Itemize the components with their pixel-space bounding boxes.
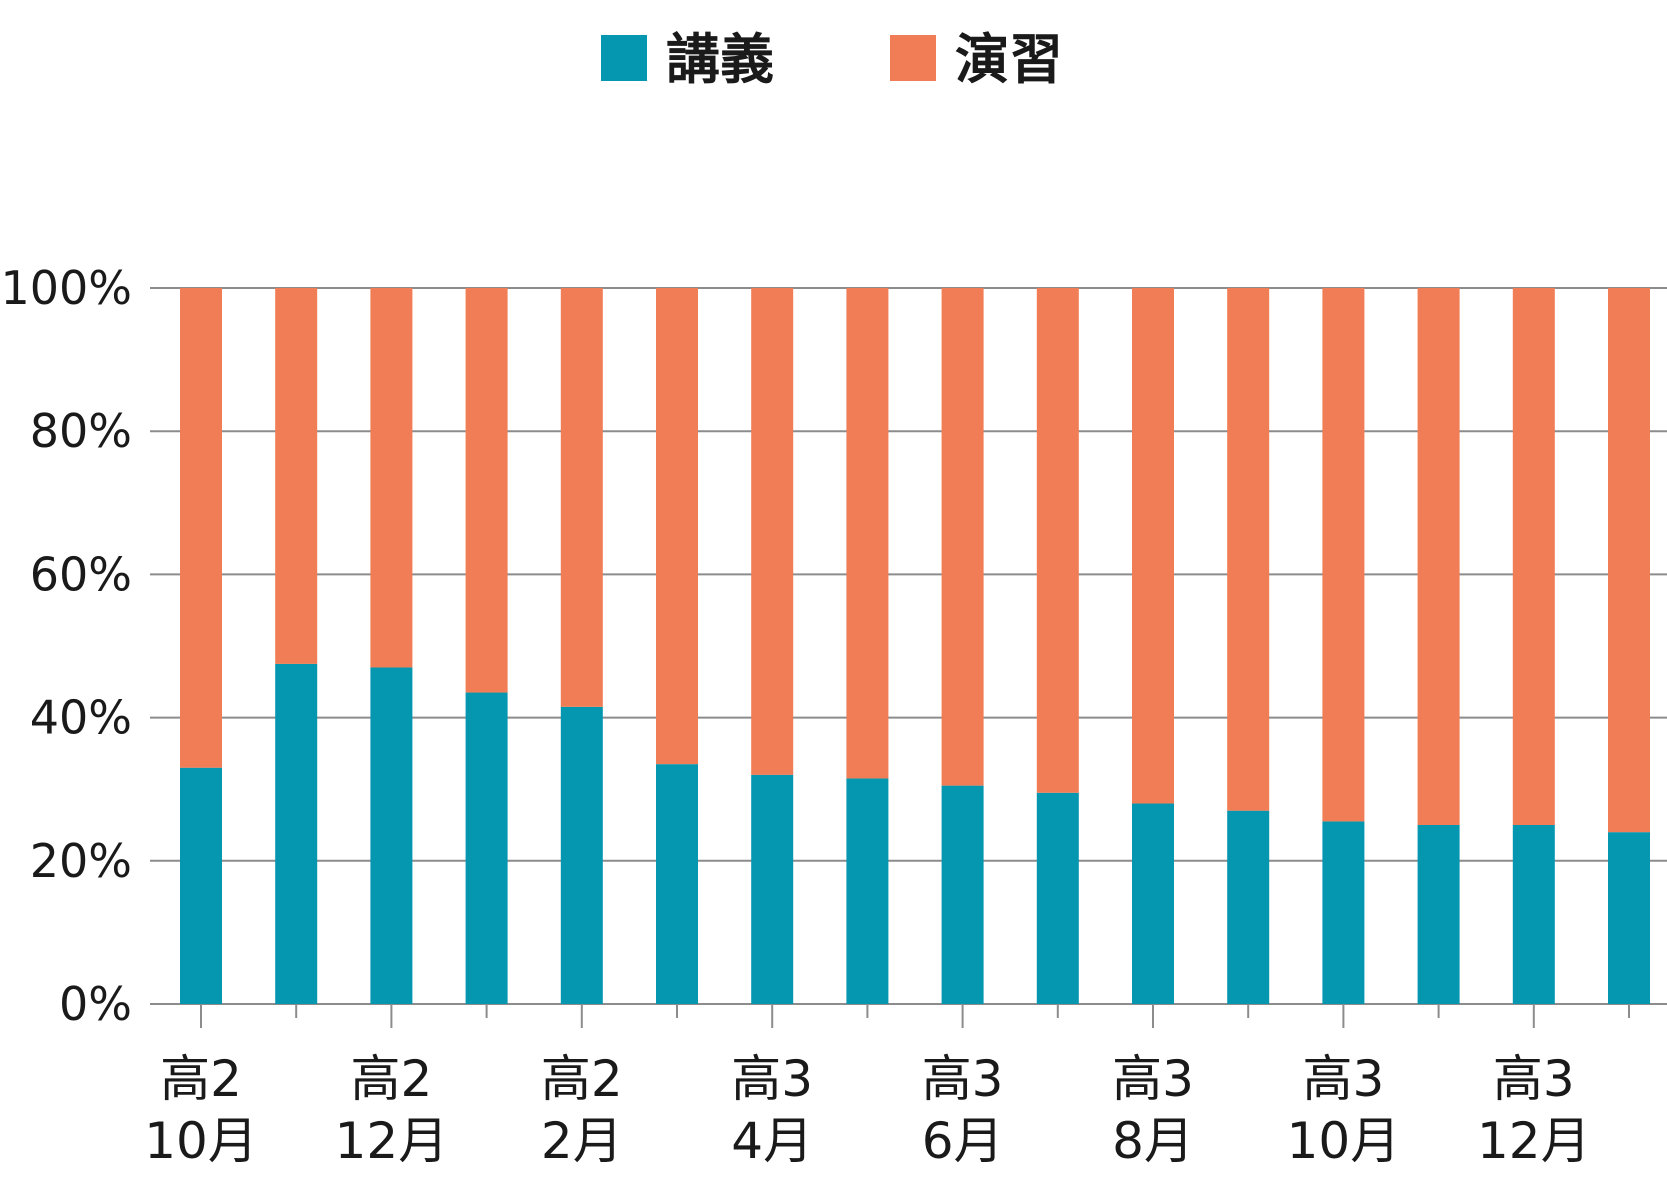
bar-enshu-4 (560, 288, 603, 707)
bar-enshu-8 (941, 288, 984, 786)
x-tick-label-5-line1: 高3 (1112, 1050, 1194, 1108)
bar-enshu-15 (1608, 288, 1650, 833)
bar-enshu-1 (275, 288, 318, 664)
bar-enshu-9 (1036, 288, 1079, 793)
bar-kougi-9 (1036, 792, 1079, 1004)
x-tick-label-3-line2: 4月 (731, 1112, 813, 1170)
x-tick-label-2-line2: 2月 (541, 1112, 623, 1170)
bar-kougi-6 (751, 774, 794, 1004)
bar-enshu-10 (1132, 288, 1174, 804)
bar-kougi-14 (1512, 825, 1555, 1004)
bar-enshu-5 (656, 288, 698, 765)
legend-swatch-2 (890, 35, 936, 81)
bar-kougi-2 (370, 667, 413, 1004)
y-tick-label-2: 40% (30, 691, 132, 745)
bar-enshu-14 (1512, 288, 1555, 825)
bar-kougi-15 (1608, 832, 1650, 1004)
bar-kougi-0 (180, 767, 222, 1004)
bar-kougi-10 (1132, 803, 1174, 1004)
x-tick-label-5-line2: 8月 (1112, 1112, 1194, 1170)
bar-enshu-6 (751, 288, 794, 775)
bar-enshu-11 (1227, 288, 1270, 811)
x-tick-label-1-line2: 12月 (335, 1112, 449, 1170)
bar-kougi-7 (846, 778, 889, 1004)
x-tick-label-4-line1: 高3 (922, 1050, 1004, 1108)
bar-enshu-13 (1417, 288, 1460, 825)
x-tick-label-6-line2: 10月 (1287, 1112, 1401, 1170)
y-tick-label-4: 80% (30, 404, 132, 458)
x-tick-label-7-line1: 高3 (1493, 1050, 1575, 1108)
x-tick-label-0-line1: 高2 (160, 1050, 242, 1108)
bar-enshu-7 (846, 288, 889, 779)
x-tick-label-3-line1: 高3 (731, 1050, 813, 1108)
bar-kougi-8 (941, 785, 984, 1004)
y-tick-label-5: 100% (0, 261, 132, 315)
bar-enshu-2 (370, 288, 413, 668)
x-tick-label-7-line2: 12月 (1477, 1112, 1591, 1170)
legend-label-2: 演習 (955, 28, 1063, 91)
legend-label-1: 講義 (666, 28, 774, 91)
bar-enshu-0 (180, 288, 222, 768)
bar-kougi-5 (656, 764, 698, 1004)
bar-kougi-4 (560, 706, 603, 1004)
bar-kougi-1 (275, 663, 318, 1004)
y-axis: 0% 20% 40% 60% 80% 100% (0, 261, 132, 1031)
y-tick-label-1: 20% (30, 834, 132, 888)
x-tick-label-4-line2: 6月 (922, 1112, 1004, 1170)
legend-swatch-1 (601, 35, 647, 81)
bar-kougi-3 (465, 692, 508, 1004)
x-tick-label-1-line1: 高2 (350, 1050, 432, 1108)
bar-enshu-3 (465, 288, 508, 693)
x-tick-label-0-line2: 10月 (144, 1112, 258, 1170)
bar-kougi-12 (1322, 821, 1365, 1004)
bar-enshu-12 (1322, 288, 1365, 822)
y-tick-label-3: 60% (30, 547, 132, 601)
x-tick-label-2-line1: 高2 (541, 1050, 623, 1108)
x-tick-label-6-line1: 高3 (1302, 1050, 1384, 1108)
bar-kougi-13 (1417, 825, 1460, 1004)
bars (180, 288, 1650, 1004)
bar-kougi-11 (1227, 810, 1270, 1004)
legend: 講義 演習 (601, 28, 1063, 91)
y-tick-label-0: 0% (59, 977, 132, 1031)
